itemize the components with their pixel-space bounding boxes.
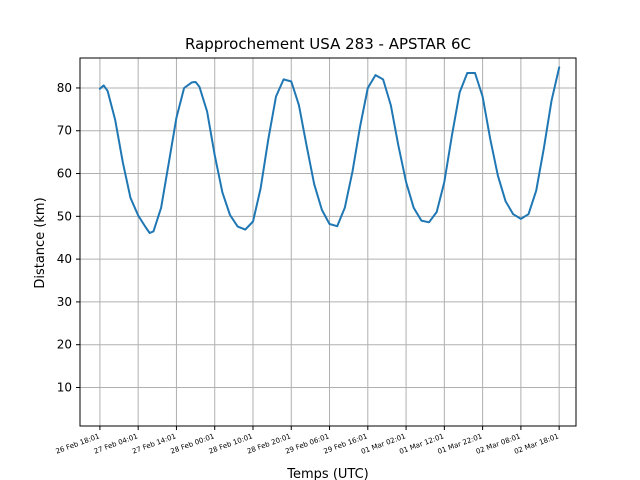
plot-frame [79, 57, 577, 427]
y-tick-label: 30 [57, 295, 72, 309]
y-tick-label: 50 [57, 209, 72, 223]
y-tick-label: 80 [57, 81, 72, 95]
y-tick-label: 20 [57, 338, 72, 352]
y-tick-label: 70 [57, 124, 72, 138]
chart-title: Rapprochement USA 283 - APSTAR 6C [185, 35, 471, 53]
y-tick-label: 10 [57, 380, 72, 394]
y-tick-label: 40 [57, 252, 72, 266]
grid [80, 58, 576, 426]
y-axis-label: Distance (km) [33, 197, 48, 288]
x-tick-label: 02 Mar 18:01 [513, 432, 560, 456]
y-axis: 10 20 30 40 50 60 70 80 [57, 81, 80, 394]
series-line [98, 66, 561, 234]
series-layer [98, 66, 561, 234]
y-tick-label: 60 [57, 167, 72, 181]
x-axis-label: Temps (UTC) [286, 467, 368, 480]
